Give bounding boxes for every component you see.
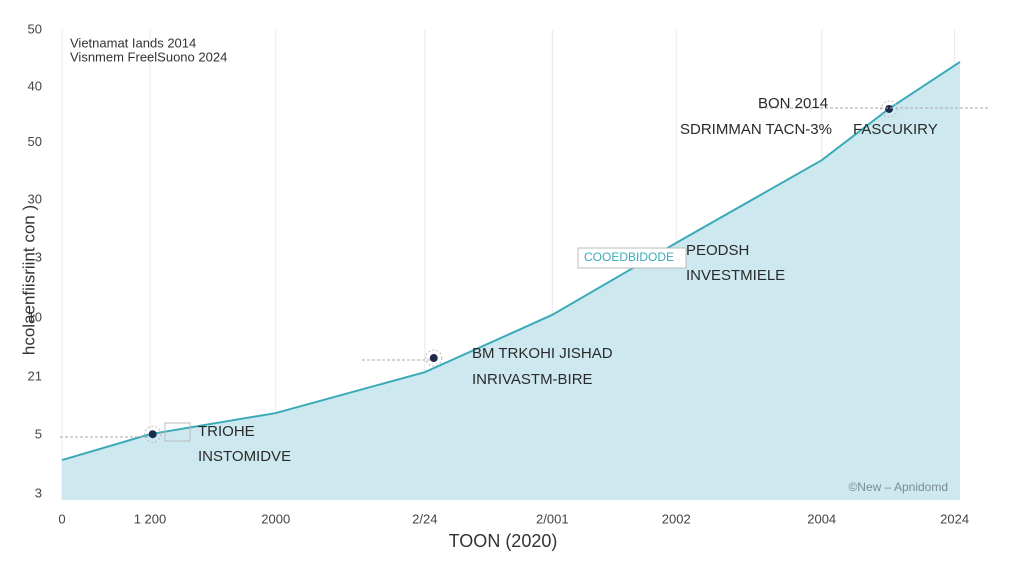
annotation: INRIVASTM-BIRE (472, 371, 593, 388)
x-tick-label: 2/001 (536, 511, 569, 526)
callout-box (164, 422, 191, 442)
point-halo (144, 425, 162, 443)
x-tick-label: 2000 (261, 511, 290, 526)
annotation: BON 2014 (758, 95, 828, 112)
annotation: SDRIMMAN TACN-3% (680, 121, 832, 138)
y-tick-label: 10 (28, 310, 42, 325)
annotation: INVESTMIELE (686, 267, 785, 284)
point (429, 354, 438, 363)
annotation: BM TRKOHI JISHAD (472, 345, 613, 362)
x-tick-label: 2002 (662, 511, 691, 526)
y-tick-label: 21 (28, 368, 42, 383)
chart-title: Vietnamat Iands 2014 (70, 35, 196, 50)
y-tick-label: 50 (28, 21, 42, 36)
y-tick-label: 3 (35, 249, 42, 264)
annotations: TRIOHE INSTOMIDVE BM TRKOHI JISHAD INRIV… (60, 95, 990, 465)
annotation: FASCUKIRY (853, 121, 938, 138)
x-axis-label: TOON (2020) (449, 531, 558, 551)
plot: 3 5 21 10 3 30 50 40 50 0 1 200 2000 2/24 2/001 2002 20… (28, 21, 970, 526)
y-tick-label: 30 (28, 192, 42, 207)
annotation: COOEDBIDODE (584, 250, 674, 264)
x-tick-label: 1 200 (134, 511, 167, 526)
point-halo (880, 100, 898, 118)
y-tick-label: 50 (28, 134, 42, 149)
x-tick-label: 2004 (807, 511, 836, 526)
x-tick-label: 0 (58, 511, 65, 526)
point (148, 430, 157, 439)
y-tick-label: 3 (35, 485, 42, 500)
watermark: ©New – Apnidomd (848, 480, 948, 494)
annotation: TRIOHE (198, 423, 255, 440)
chart-subtitle: Visnmem FreelSuono 2024 (70, 49, 227, 64)
line (61, 61, 961, 462)
y-tick-label: 40 (28, 78, 42, 93)
x-tick-label: 2/24 (412, 511, 437, 526)
point-halo (425, 349, 443, 367)
annotation: INSTOMIDVE (198, 448, 291, 465)
y-tick-label: 5 (35, 427, 42, 442)
point (885, 104, 894, 113)
y-axis-label: hcolaenfiisriint con ) (19, 205, 38, 355)
area (62, 61, 960, 501)
callout-box (577, 247, 687, 269)
x-tick-label: 2024 (940, 511, 969, 526)
annotation: PEODSH (686, 242, 749, 259)
